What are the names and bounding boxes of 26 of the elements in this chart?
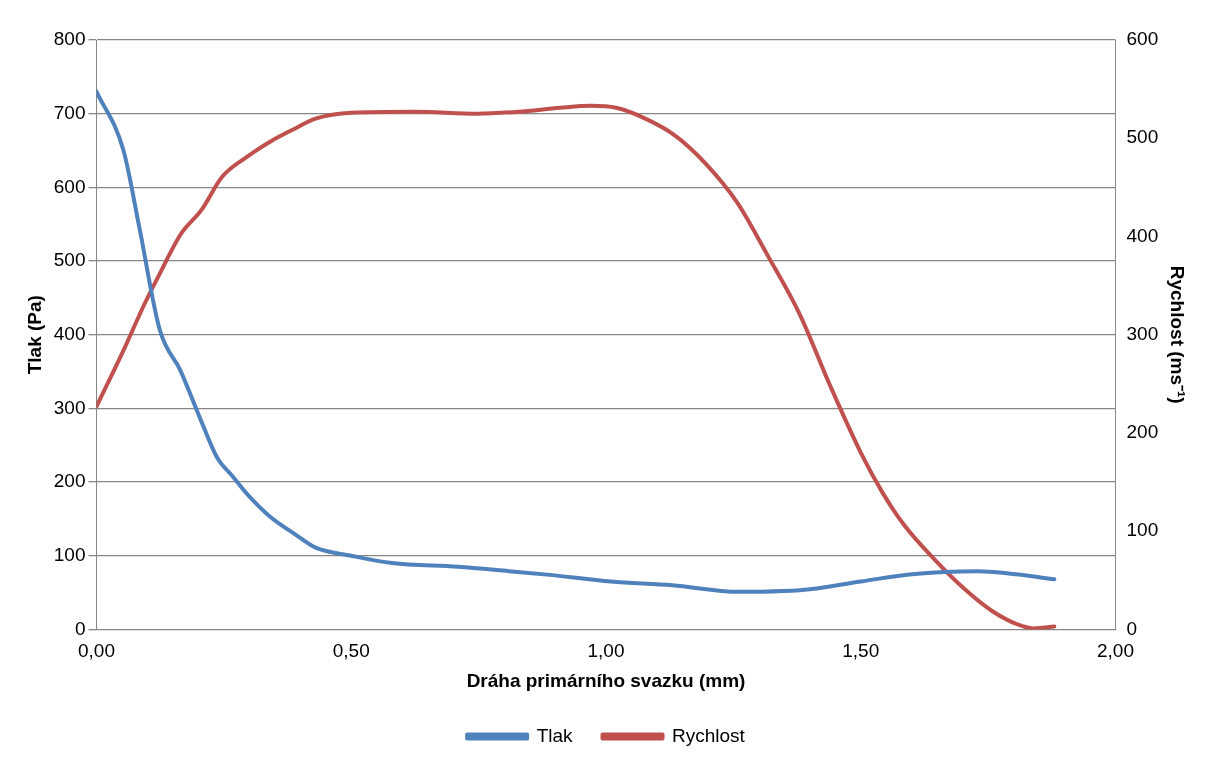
x-tick-label: 1,00 — [587, 640, 625, 662]
y2-tick-label: 600 — [1126, 28, 1159, 50]
y-tick-label: 100 — [53, 543, 86, 565]
y2-tick-label: 300 — [1126, 322, 1159, 344]
y2-tick-label: 100 — [1126, 519, 1159, 541]
x-tick-label: 1,50 — [842, 640, 880, 662]
x-axis-title: Dráha primárního svazku (mm) — [466, 669, 746, 691]
y-tick-label: 400 — [53, 322, 86, 344]
x-tick-label: 0,00 — [78, 640, 115, 662]
y2-axis-title: Rychlost (ms⁻¹) — [1167, 265, 1189, 404]
y-axis-title: Tlak (Pa) — [23, 295, 45, 375]
legend-label: Tlak — [536, 724, 574, 746]
y-tick-label: 200 — [53, 470, 86, 492]
y-tick-label: 0 — [74, 617, 86, 639]
x-tick-label: 2,00 — [1097, 640, 1134, 662]
legend-label: Rychlost — [672, 724, 746, 746]
y-tick-label: 800 — [53, 28, 86, 50]
y-tick-label: 500 — [53, 249, 86, 271]
y2-tick-label: 400 — [1126, 224, 1159, 246]
x-tick-label: 0,50 — [332, 640, 370, 662]
y2-tick-label: 500 — [1126, 126, 1159, 148]
y-tick-label: 300 — [53, 396, 86, 418]
y-tick-label: 700 — [53, 101, 86, 123]
y-tick-label: 600 — [53, 175, 86, 197]
y2-tick-label: 0 — [1126, 617, 1138, 639]
y2-tick-label: 200 — [1126, 421, 1159, 443]
